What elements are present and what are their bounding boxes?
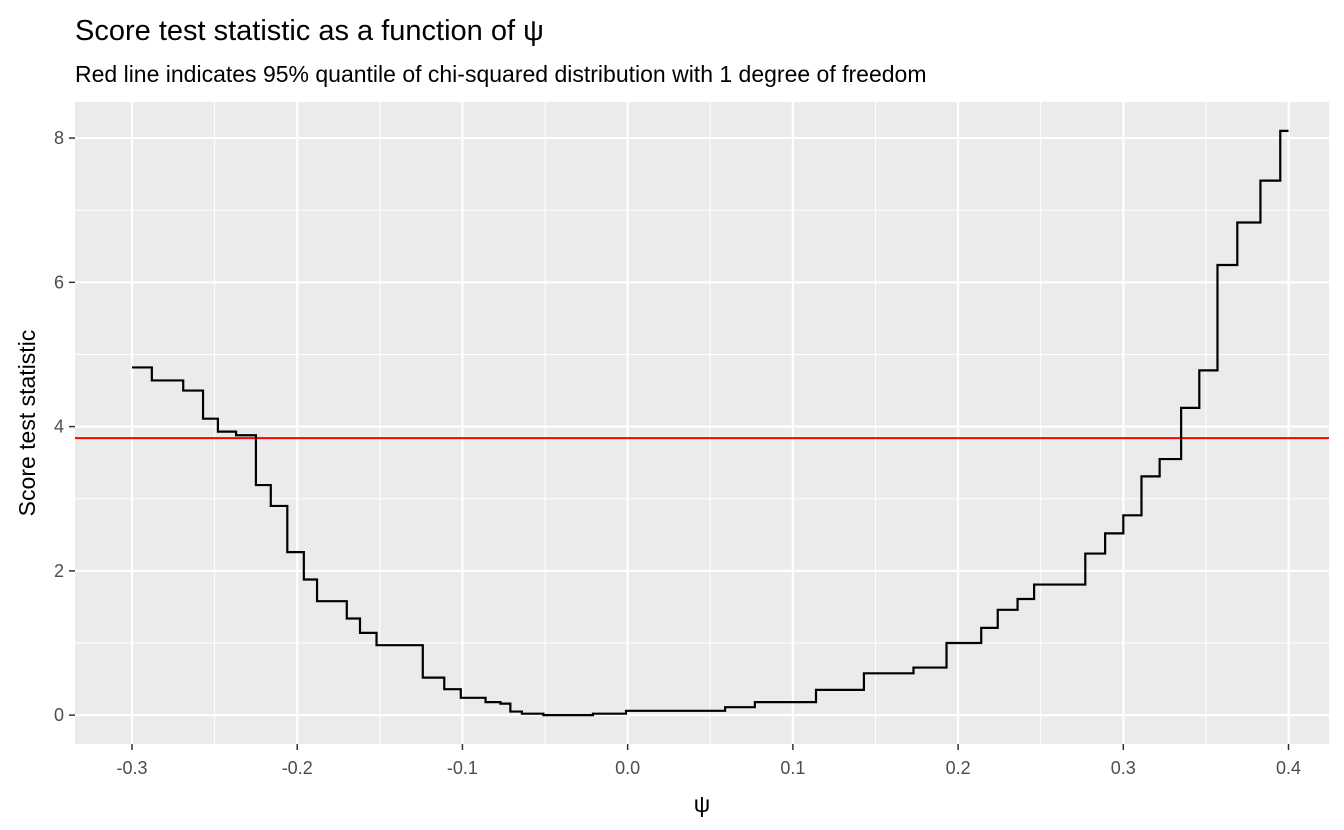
score-statistic-step-line xyxy=(132,129,1289,717)
plot-panel xyxy=(75,102,1329,744)
x-axis-title: ψ xyxy=(694,791,710,817)
x-tick-label: -0.1 xyxy=(447,758,478,778)
y-tick-label: 0 xyxy=(54,705,64,725)
x-tick-label: -0.2 xyxy=(282,758,313,778)
major-gridlines xyxy=(75,102,1329,744)
y-tick-label: 8 xyxy=(54,128,64,148)
x-axis: -0.3 -0.2 -0.1 0.0 0.1 0.2 0.3 0.4 xyxy=(116,744,1301,778)
chart-subtitle: Red line indicates 95% quantile of chi-s… xyxy=(75,61,927,87)
x-tick-label: 0.0 xyxy=(615,758,640,778)
y-tick-label: 2 xyxy=(54,561,64,581)
x-tick-label: 0.1 xyxy=(780,758,805,778)
minor-gridlines xyxy=(75,102,1329,744)
y-tick-label: 6 xyxy=(54,272,64,292)
y-axis: 0 2 4 6 8 xyxy=(54,128,75,725)
x-tick-label: 0.4 xyxy=(1276,758,1301,778)
x-tick-label: 0.3 xyxy=(1111,758,1136,778)
y-tick-label: 4 xyxy=(54,417,64,437)
y-axis-title: Score test statistic xyxy=(14,330,40,517)
x-tick-label: -0.3 xyxy=(116,758,147,778)
chart-title: Score test statistic as a function of ψ xyxy=(75,15,544,47)
x-tick-label: 0.2 xyxy=(946,758,971,778)
